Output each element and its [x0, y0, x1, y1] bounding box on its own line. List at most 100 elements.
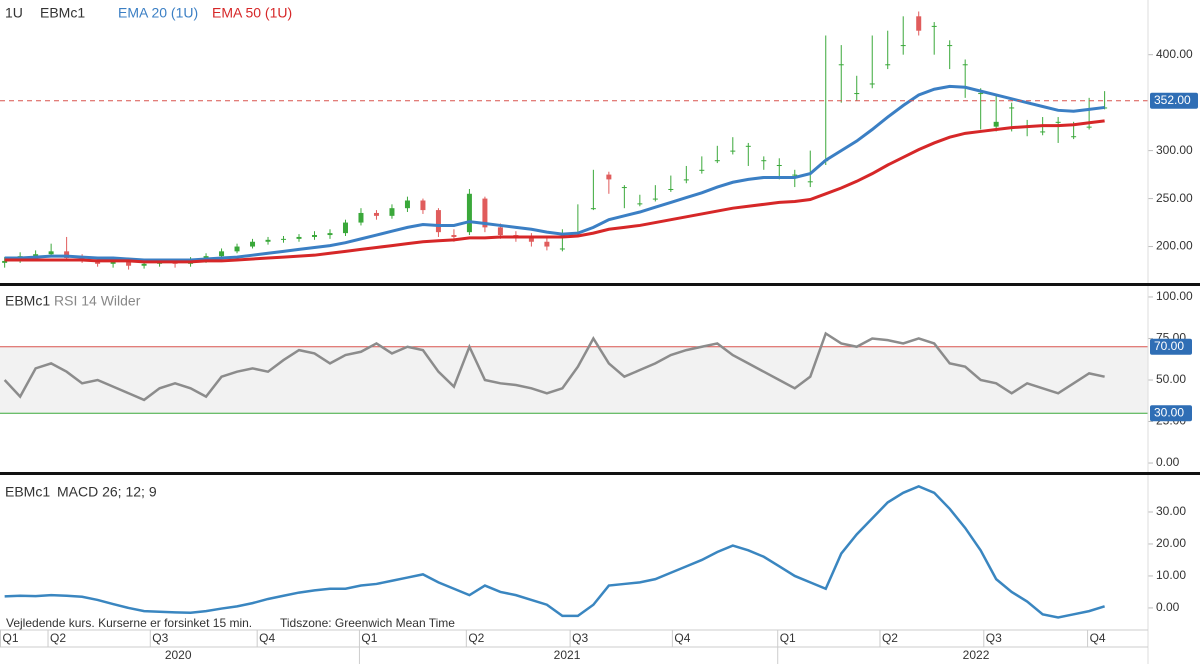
year-label: 2020: [165, 648, 192, 662]
candle-body: [373, 212, 379, 216]
y-tick-label: 250.00: [1156, 191, 1193, 205]
x-tick-label: Q3: [152, 631, 168, 645]
candle-body: [714, 160, 720, 162]
legend-entry: RSI 14 Wilder: [54, 293, 141, 309]
candle-body: [947, 45, 953, 47]
candle-body: [435, 210, 441, 233]
candle-body: [358, 212, 364, 223]
candle-body: [48, 251, 54, 255]
candle-body: [807, 181, 813, 183]
level-label: 30.00: [1154, 405, 1184, 419]
y-tick-label: 20.00: [1156, 536, 1186, 550]
candle-body: [699, 169, 705, 171]
legend-entry: MACD 26; 12; 9: [57, 484, 157, 500]
candle-body: [761, 160, 767, 162]
y-tick-label: 400.00: [1156, 47, 1193, 61]
candle-body: [451, 235, 457, 237]
y-tick-label: 200.00: [1156, 239, 1193, 253]
candle-body: [2, 260, 8, 263]
candle-body: [869, 83, 875, 85]
level-band: [0, 346, 1148, 414]
x-tick-label: Q2: [882, 631, 898, 645]
candle-body: [296, 236, 302, 239]
candle-body: [466, 193, 472, 233]
y-tick-label: 10.00: [1156, 568, 1186, 582]
symbol: EBMc1: [40, 5, 85, 21]
candle-body: [33, 254, 39, 257]
level-tag: [1150, 405, 1192, 422]
candle-body: [281, 238, 287, 240]
legend-entry: EMA 50 (1U): [212, 5, 292, 21]
candle-body: [1009, 107, 1015, 109]
y-tick-label: 50.00: [1156, 372, 1186, 386]
year-label: 2021: [554, 648, 581, 662]
indicator-line: [3, 331, 1105, 402]
candle-body: [621, 187, 627, 189]
candle-body: [962, 64, 968, 66]
ema-line: [4, 119, 1105, 264]
candle-body: [497, 227, 503, 236]
panel-divider: [0, 472, 1200, 475]
level-tag: [1150, 338, 1192, 355]
candle-body: [993, 121, 999, 127]
candle-body: [792, 174, 798, 176]
candle-body: [420, 200, 426, 211]
candle-body: [916, 16, 922, 31]
candle-body: [141, 263, 147, 266]
ema-line: [4, 84, 1105, 262]
candle-body: [528, 236, 534, 242]
footer-note: Vejledende kurs. Kurserne er forsinket 1…: [6, 616, 252, 630]
x-tick-label: Q2: [468, 631, 484, 645]
candle-body: [978, 93, 984, 95]
candle-body: [250, 241, 256, 247]
candle-body: [838, 64, 844, 66]
x-tick-label: Q1: [361, 631, 377, 645]
candle-body: [126, 260, 132, 266]
candle-body: [219, 251, 225, 257]
candle-body: [885, 64, 891, 66]
interval: 1U: [5, 5, 23, 21]
candle-body: [1055, 121, 1061, 123]
x-tick-label: Q1: [3, 631, 19, 645]
candle-body: [900, 45, 906, 47]
candle-body: [311, 235, 317, 237]
last-price-tag: [1150, 92, 1198, 109]
candle-body: [559, 248, 565, 250]
candle-body: [730, 150, 736, 152]
candle-body: [265, 239, 271, 242]
legend-entry: EMA 20 (1U): [118, 5, 198, 21]
symbol: EBMc1: [5, 293, 50, 309]
candle-body: [234, 246, 240, 252]
candle-body: [637, 203, 643, 205]
x-tick-label: Q1: [780, 631, 796, 645]
x-tick-label: Q4: [674, 631, 690, 645]
candle-body: [404, 200, 410, 209]
panel-divider: [0, 283, 1200, 286]
y-tick-label: 300.00: [1156, 143, 1193, 157]
candle-body: [776, 165, 782, 167]
level-label: 70.00: [1154, 339, 1184, 353]
candle-body: [668, 188, 674, 190]
candle-body: [931, 25, 937, 27]
candle-body: [590, 208, 596, 210]
candle-body: [652, 198, 658, 200]
candle-body: [745, 145, 751, 147]
indicator-line: [4, 485, 1105, 619]
candle-body: [683, 179, 689, 181]
symbol: EBMc1: [5, 484, 50, 500]
x-tick-label: Q2: [50, 631, 66, 645]
y-tick-label: 100.00: [1156, 289, 1193, 303]
candle-body: [854, 93, 860, 95]
x-tick-label: Q3: [986, 631, 1002, 645]
last-price-label: 352.00: [1154, 93, 1191, 107]
candle-body: [327, 233, 333, 236]
candle-body: [1071, 136, 1077, 138]
candle-body: [606, 174, 612, 180]
candle-body: [544, 241, 550, 247]
candle-body: [342, 222, 348, 234]
year-label: 2022: [963, 648, 990, 662]
footer-timezone: Tidszone: Greenwich Mean Time: [280, 616, 455, 630]
candle-body: [482, 198, 488, 228]
y-tick-label: 30.00: [1156, 504, 1186, 518]
